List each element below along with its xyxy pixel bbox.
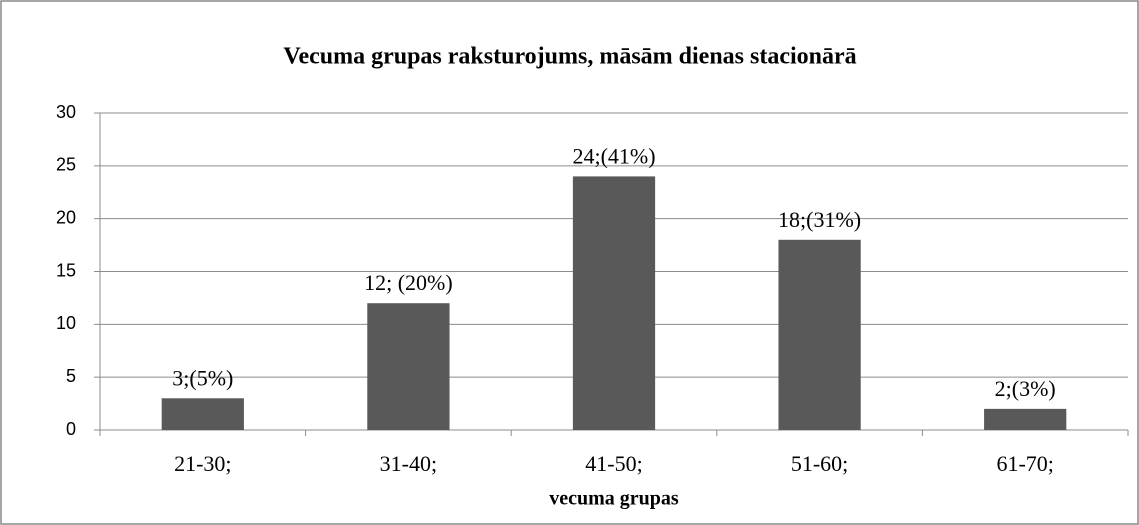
chart-title: Vecuma grupas raksturojums, māsām dienas… [283, 44, 856, 70]
x-axis-title: vecuma grupas [549, 488, 679, 510]
y-tick-label: 30 [56, 102, 76, 122]
x-tick-label: 21-30; [174, 451, 231, 476]
bar [778, 239, 861, 430]
y-tick-label: 20 [56, 207, 76, 227]
data-label: 24;(41%) [572, 143, 655, 168]
data-label: 2;(3%) [995, 376, 1056, 401]
x-tick-label: 61-70; [996, 451, 1053, 476]
y-tick-label: 15 [56, 260, 76, 280]
bar [367, 303, 450, 430]
y-tick-label: 10 [56, 313, 76, 333]
x-tick-label: 41-50; [585, 451, 642, 476]
data-label: 12; (20%) [364, 270, 453, 295]
data-label: 18;(31%) [778, 207, 861, 232]
x-tick-label: 31-40; [380, 451, 437, 476]
y-tick-label: 0 [66, 419, 76, 439]
y-tick-label: 25 [56, 155, 76, 175]
bar [572, 176, 656, 430]
y-tick-label: 5 [66, 366, 76, 386]
data-label: 3;(5%) [172, 365, 233, 390]
x-tick-label: 51-60; [791, 451, 848, 476]
bar [161, 398, 244, 430]
bar [984, 408, 1067, 430]
